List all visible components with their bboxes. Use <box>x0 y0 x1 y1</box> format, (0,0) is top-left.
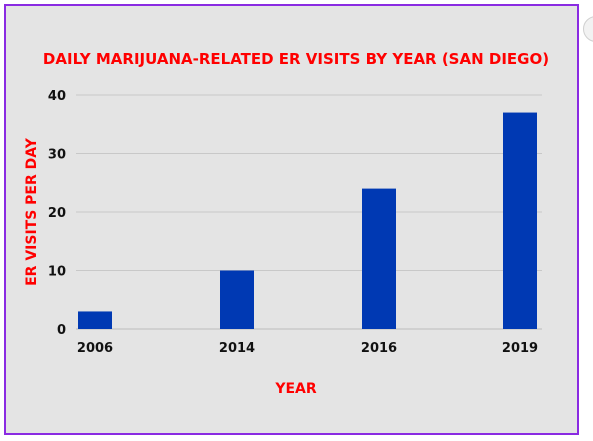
chart-title: DAILY MARIJUANA-RELATED ER VISITS BY YEA… <box>43 50 549 68</box>
y-tick-label: 10 <box>48 265 66 280</box>
chart-frame <box>4 4 579 435</box>
y-tick-label: 30 <box>48 148 66 163</box>
bar-2019 <box>503 112 537 329</box>
x-tick-label: 2019 <box>502 341 538 356</box>
bar-2016 <box>362 188 396 329</box>
x-ticks: 2006 2014 2016 2019 <box>77 341 538 356</box>
bar-2006 <box>78 311 112 329</box>
y-tick-label: 20 <box>48 206 66 221</box>
bar-2014 <box>220 270 254 329</box>
y-axis-label: ER VISITS PER DAY <box>24 137 40 286</box>
x-tick-label: 2006 <box>77 341 113 356</box>
y-tick-label: 40 <box>48 89 66 104</box>
y-ticks: 0 10 20 30 40 <box>48 89 66 338</box>
y-tick-label: 0 <box>57 323 66 338</box>
grid-lines <box>76 94 542 330</box>
x-tick-label: 2014 <box>219 341 255 356</box>
x-axis-label: YEAR <box>274 381 317 397</box>
x-tick-label: 2016 <box>361 341 397 356</box>
bars <box>78 112 537 329</box>
